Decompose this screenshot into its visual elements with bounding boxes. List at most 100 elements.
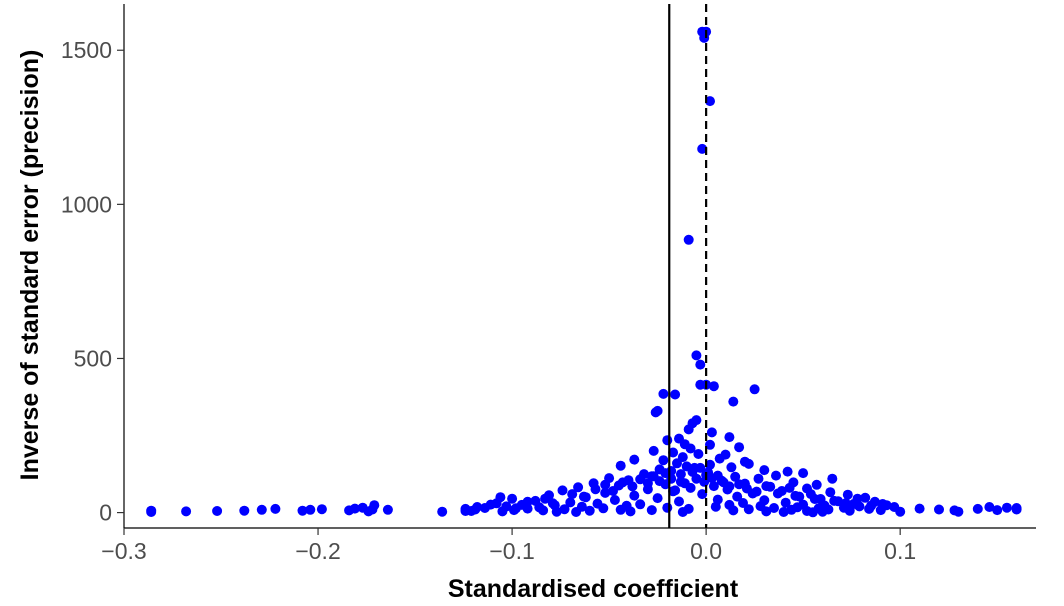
- data-point: [349, 503, 360, 514]
- data-point: [615, 460, 626, 471]
- x-tick-label: 0.0: [690, 538, 722, 564]
- data-point: [714, 453, 725, 464]
- data-point: [734, 442, 745, 453]
- data-point: [658, 388, 669, 399]
- data-point: [741, 483, 752, 494]
- data-point: [734, 479, 745, 490]
- data-point: [794, 491, 805, 502]
- data-point: [625, 506, 636, 517]
- data-point: [784, 482, 795, 493]
- data-point: [705, 439, 715, 450]
- data-point: [691, 350, 702, 361]
- data-point: [557, 485, 568, 496]
- data-point: [749, 384, 760, 395]
- y-tick-label: 1000: [61, 191, 112, 217]
- data-point: [798, 468, 809, 479]
- data-point: [511, 503, 521, 514]
- data-point: [751, 486, 762, 497]
- data-point: [648, 445, 659, 456]
- data-point: [497, 506, 508, 517]
- data-point: [691, 473, 702, 484]
- data-point: [807, 507, 818, 518]
- data-point: [815, 494, 826, 504]
- data-point: [584, 505, 595, 516]
- data-point: [609, 495, 620, 505]
- data-point: [695, 359, 706, 370]
- data-point: [852, 493, 863, 504]
- data-point: [697, 143, 708, 154]
- data-point: [559, 504, 570, 515]
- data-point: [877, 499, 888, 509]
- x-tick-label: −0.3: [101, 538, 146, 564]
- data-point: [369, 500, 380, 511]
- data-point: [805, 489, 816, 500]
- data-point: [827, 473, 838, 484]
- data-point: [732, 491, 743, 502]
- data-point: [972, 503, 983, 514]
- data-point: [538, 505, 549, 516]
- data-point: [617, 477, 628, 488]
- data-point: [726, 462, 737, 473]
- data-point: [181, 506, 192, 517]
- data-point: [495, 492, 506, 503]
- data-point: [472, 502, 483, 512]
- data-point: [743, 458, 754, 469]
- data-point: [666, 473, 677, 484]
- data-point: [239, 505, 250, 516]
- data-point: [627, 481, 638, 492]
- x-axis-title: Standardised coefficient: [448, 575, 739, 603]
- data-point: [753, 473, 764, 484]
- data-point: [759, 465, 770, 476]
- data-point: [146, 505, 157, 516]
- data-point: [706, 427, 717, 438]
- data-point: [642, 478, 653, 489]
- data-point: [662, 435, 673, 446]
- data-point: [842, 489, 853, 500]
- data-point: [710, 501, 721, 512]
- data-point: [382, 504, 393, 515]
- data-point: [590, 484, 601, 495]
- data-point: [615, 504, 626, 515]
- data-point: [724, 432, 735, 443]
- data-point: [866, 500, 877, 511]
- axes: −0.3 −0.2 −0.1 0.0 0.1 0 500 1000 1500: [61, 4, 1036, 564]
- data-point: [724, 481, 735, 492]
- data-point: [817, 506, 828, 517]
- data-point: [540, 493, 551, 504]
- data-point: [652, 493, 663, 504]
- data-point: [840, 498, 851, 509]
- data-point: [730, 471, 741, 482]
- x-tick-label: 0.1: [884, 538, 916, 564]
- data-point: [522, 496, 533, 507]
- data-point: [567, 489, 578, 500]
- data-point: [670, 485, 681, 496]
- data-point: [670, 389, 681, 400]
- data-point: [895, 506, 906, 517]
- data-point: [697, 489, 708, 500]
- data-point: [600, 479, 611, 490]
- data-point: [600, 487, 611, 498]
- data-point: [771, 470, 781, 481]
- points-layer: [146, 26, 1022, 518]
- data-point: [683, 424, 694, 435]
- data-point: [712, 470, 723, 481]
- data-point: [772, 488, 783, 499]
- data-point: [705, 96, 715, 107]
- data-point: [297, 505, 308, 516]
- data-point: [844, 505, 855, 516]
- data-point: [934, 504, 944, 515]
- data-point: [650, 407, 661, 418]
- data-point: [679, 478, 690, 489]
- data-point: [212, 506, 223, 516]
- data-point: [507, 493, 518, 504]
- data-point: [811, 479, 822, 490]
- data-point: [573, 482, 584, 493]
- data-point: [635, 474, 646, 485]
- data-point: [305, 504, 316, 515]
- data-point: [677, 507, 688, 517]
- data-point: [598, 503, 609, 514]
- data-point: [769, 503, 779, 513]
- data-point: [437, 506, 448, 517]
- data-point: [708, 481, 719, 492]
- data-point: [992, 505, 1003, 516]
